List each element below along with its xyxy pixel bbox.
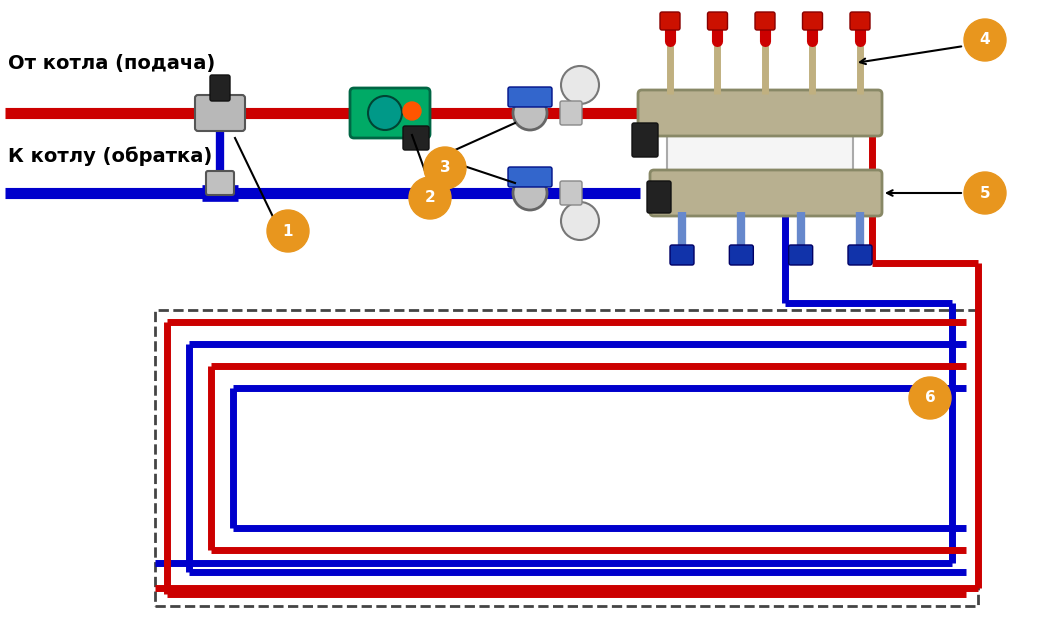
FancyBboxPatch shape xyxy=(210,75,230,101)
FancyBboxPatch shape xyxy=(403,126,429,150)
FancyBboxPatch shape xyxy=(729,245,754,265)
Text: 3: 3 xyxy=(439,161,450,176)
Text: 2: 2 xyxy=(425,190,435,206)
Circle shape xyxy=(513,176,547,210)
FancyBboxPatch shape xyxy=(206,171,234,195)
FancyBboxPatch shape xyxy=(660,12,680,30)
FancyBboxPatch shape xyxy=(707,12,727,30)
Circle shape xyxy=(409,177,451,219)
FancyBboxPatch shape xyxy=(803,12,823,30)
Text: 6: 6 xyxy=(925,391,935,405)
Circle shape xyxy=(964,172,1006,214)
Circle shape xyxy=(267,210,309,252)
FancyBboxPatch shape xyxy=(560,181,582,205)
FancyBboxPatch shape xyxy=(632,123,658,157)
Text: К котлу (обратка): К котлу (обратка) xyxy=(8,146,212,166)
FancyBboxPatch shape xyxy=(848,245,872,265)
Circle shape xyxy=(909,377,951,419)
FancyBboxPatch shape xyxy=(647,181,671,213)
Circle shape xyxy=(368,96,401,130)
Circle shape xyxy=(561,66,599,104)
FancyBboxPatch shape xyxy=(755,12,775,30)
FancyBboxPatch shape xyxy=(650,170,882,216)
FancyBboxPatch shape xyxy=(788,245,812,265)
Circle shape xyxy=(403,102,421,120)
FancyBboxPatch shape xyxy=(667,123,853,188)
Text: 4: 4 xyxy=(980,33,990,48)
Circle shape xyxy=(964,19,1006,61)
Text: 5: 5 xyxy=(980,185,990,200)
FancyBboxPatch shape xyxy=(350,88,430,138)
FancyBboxPatch shape xyxy=(850,12,870,30)
FancyBboxPatch shape xyxy=(508,87,552,107)
Circle shape xyxy=(561,202,599,240)
FancyBboxPatch shape xyxy=(560,101,582,125)
Circle shape xyxy=(424,147,466,189)
FancyBboxPatch shape xyxy=(508,167,552,187)
Bar xyxy=(154,310,978,606)
Circle shape xyxy=(513,96,547,130)
FancyBboxPatch shape xyxy=(669,245,694,265)
Text: 1: 1 xyxy=(283,224,293,239)
FancyBboxPatch shape xyxy=(195,95,245,131)
FancyBboxPatch shape xyxy=(638,90,882,136)
Text: От котла (подача): От котла (подача) xyxy=(8,54,215,72)
